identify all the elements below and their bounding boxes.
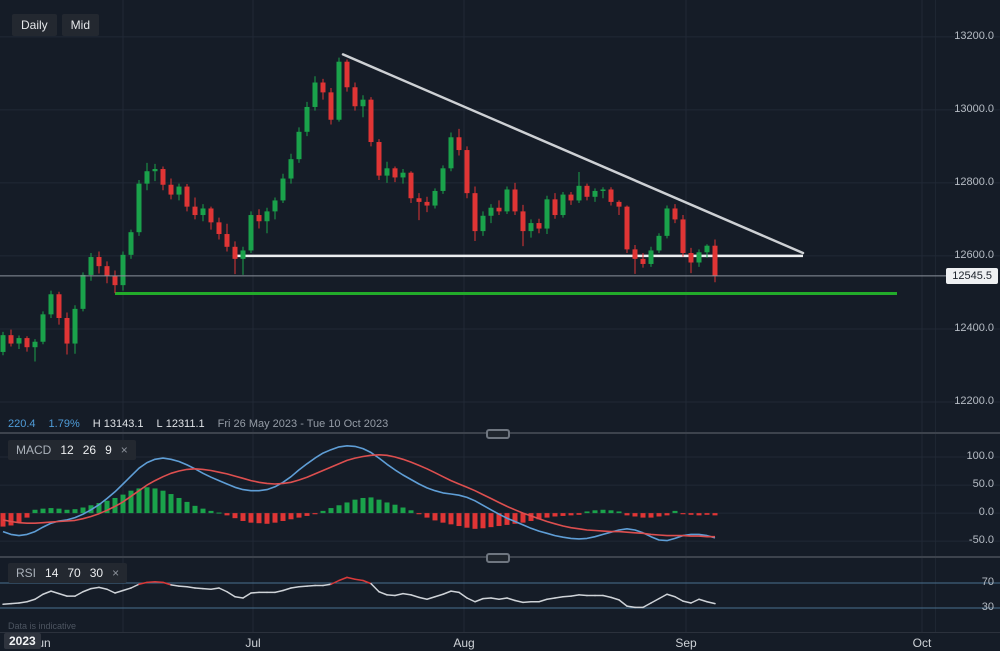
macd-param-slow: 26 bbox=[82, 443, 97, 457]
chart-toolbar: Daily Mid bbox=[12, 14, 100, 36]
macd-indicator-chip: MACD 12 26 9 × bbox=[8, 440, 136, 460]
date-range: Fri 26 May 2023 - Tue 10 Oct 2023 bbox=[217, 418, 389, 430]
price-axis-tick: 12400.0 bbox=[954, 321, 994, 334]
price-axis-border bbox=[935, 0, 936, 632]
macd-param-signal: 9 bbox=[105, 443, 112, 457]
macd-pane[interactable] bbox=[0, 443, 1000, 558]
price-axis-tick: 13200.0 bbox=[954, 29, 994, 42]
current-price-label: 12545.5 bbox=[946, 267, 998, 284]
rsi-pane[interactable] bbox=[0, 568, 1000, 628]
xaxis-month-label: Sep bbox=[675, 636, 697, 650]
rsi-label: RSI bbox=[16, 566, 37, 580]
change-percent: 1.79% bbox=[48, 418, 80, 430]
price-pane[interactable] bbox=[0, 0, 1000, 433]
macd-close-icon[interactable]: × bbox=[120, 443, 128, 457]
rsi-param-period: 14 bbox=[45, 566, 59, 580]
price-axis-tick: 12800.0 bbox=[954, 175, 994, 188]
data-indicative-note: Data is indicative bbox=[8, 621, 77, 631]
macd-axis-tick: 100.0 bbox=[966, 450, 994, 463]
quote-info-bar: 220.4 1.79% H 13143.1 L 12311.1 Fri 26 M… bbox=[8, 418, 388, 430]
range-value: 220.4 bbox=[8, 418, 36, 430]
timeframe-daily-button[interactable]: Daily bbox=[12, 14, 57, 36]
macd-axis-tick: 0.0 bbox=[978, 506, 994, 519]
xaxis-year-label: 2023 bbox=[4, 633, 41, 649]
pane-resize-handle[interactable] bbox=[486, 429, 510, 439]
pane-resize-handle-2[interactable] bbox=[486, 553, 510, 563]
xaxis-month-label: Aug bbox=[453, 636, 475, 650]
price-axis-tick: 13000.0 bbox=[954, 102, 994, 115]
price-type-mid-button[interactable]: Mid bbox=[61, 14, 100, 36]
low-value: L 12311.1 bbox=[156, 418, 205, 430]
rsi-axis-tick: 30 bbox=[981, 601, 994, 613]
xaxis-month-label: Oct bbox=[912, 636, 932, 650]
xaxis-month-label: Jul bbox=[245, 636, 261, 650]
xaxis-separator bbox=[0, 632, 1000, 633]
macd-param-fast: 12 bbox=[60, 443, 74, 457]
rsi-param-upper: 70 bbox=[67, 566, 81, 580]
price-axis-tick: 12200.0 bbox=[954, 394, 994, 407]
rsi-param-lower: 30 bbox=[89, 566, 104, 580]
price-axis-tick: 12600.0 bbox=[954, 248, 994, 261]
rsi-axis-tick: 70 bbox=[981, 576, 994, 588]
high-value: H 13143.1 bbox=[92, 418, 144, 430]
rsi-close-icon[interactable]: × bbox=[112, 566, 120, 580]
macd-label: MACD bbox=[16, 443, 52, 457]
macd-axis-tick: 50.0 bbox=[972, 478, 994, 491]
rsi-indicator-chip: RSI 14 70 30 × bbox=[8, 563, 128, 583]
macd-axis-tick: -50.0 bbox=[968, 534, 994, 547]
